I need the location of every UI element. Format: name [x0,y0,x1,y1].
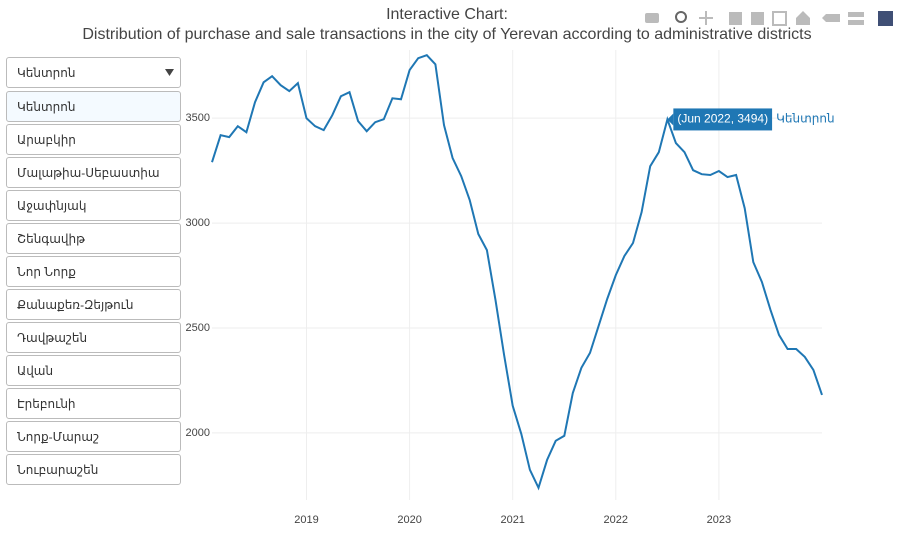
dropdown-option[interactable]: Նուբարաշեն [6,454,181,485]
x-tick-label: 2020 [397,514,421,526]
tooltip-pointer [667,113,674,126]
y-tick-label: 2000 [186,427,210,439]
plotly-logo[interactable] [878,11,893,26]
dropdown-option[interactable]: Քանաքեռ-Զեյթուն [6,289,181,320]
chart-subtitle: Distribution of purchase and sale transa… [82,26,811,43]
x-tick-label: 2021 [500,514,524,526]
hover-closest-icon[interactable] [848,12,864,17]
zoom-icon[interactable] [675,11,687,23]
zoom-in-icon[interactable] [729,12,742,25]
spike-icon[interactable] [822,14,840,22]
dropdown-option[interactable]: Նոր Նորք [6,256,181,287]
x-tick-label: 2019 [294,514,318,526]
dropdown[interactable]: Կենտրոն Կենտրոն Արաբկիր Մալաթիա-Սեբաստիա Աջ… [6,57,181,485]
hover-compare-icon[interactable] [848,20,864,25]
dropdown-selected[interactable]: Կենտրոն [6,57,181,88]
tooltip-label: (Jun 2022, 3494) [677,112,768,126]
dropdown-option[interactable]: Մալաթիա-Սեբաստիա [6,157,181,188]
dropdown-option[interactable]: Էրեբունի [6,388,181,419]
dropdown-option[interactable]: Դավթաշեն [6,322,181,353]
dropdown-option[interactable]: Կենտրոն [6,91,181,122]
dropdown-option[interactable]: Ավան [6,355,181,386]
dropdown-selected-text: Կենտրոն [17,66,76,80]
tooltip-box [673,108,773,131]
line [211,54,823,491]
dropdown-list: Կենտրոն Արաբկիր Մալաթիա-Սեբաստիա Աջափնյակ Շե… [6,91,181,485]
dropdown-arrow [165,69,174,76]
reset-icon[interactable] [796,11,810,25]
tooltip-series-name: Կենտրոն [776,112,835,126]
x-tick-label: 2023 [707,514,731,526]
x-tick-label: 2022 [604,514,628,526]
zoom-out-icon[interactable] [751,12,764,25]
dropdown-option[interactable]: Արաբկիր [6,124,181,155]
y-tick-label: 2500 [186,322,210,334]
autoscale-icon[interactable] [772,11,787,26]
camera-icon[interactable] [645,13,659,23]
chart-title: Interactive Chart: [386,6,508,23]
modebar [645,11,893,26]
y-tick-label: 3000 [186,217,210,229]
dropdown-option[interactable]: Նորք-Մարաշ [6,421,181,452]
y-tick-label: 3500 [186,112,210,124]
hover-tooltip: (Jun 2022, 3494) Կենտրոն [667,108,835,131]
pan-icon[interactable] [699,11,713,25]
dropdown-option[interactable]: Շենգավիթ [6,223,181,254]
dropdown-option[interactable]: Աջափնյակ [6,190,181,221]
